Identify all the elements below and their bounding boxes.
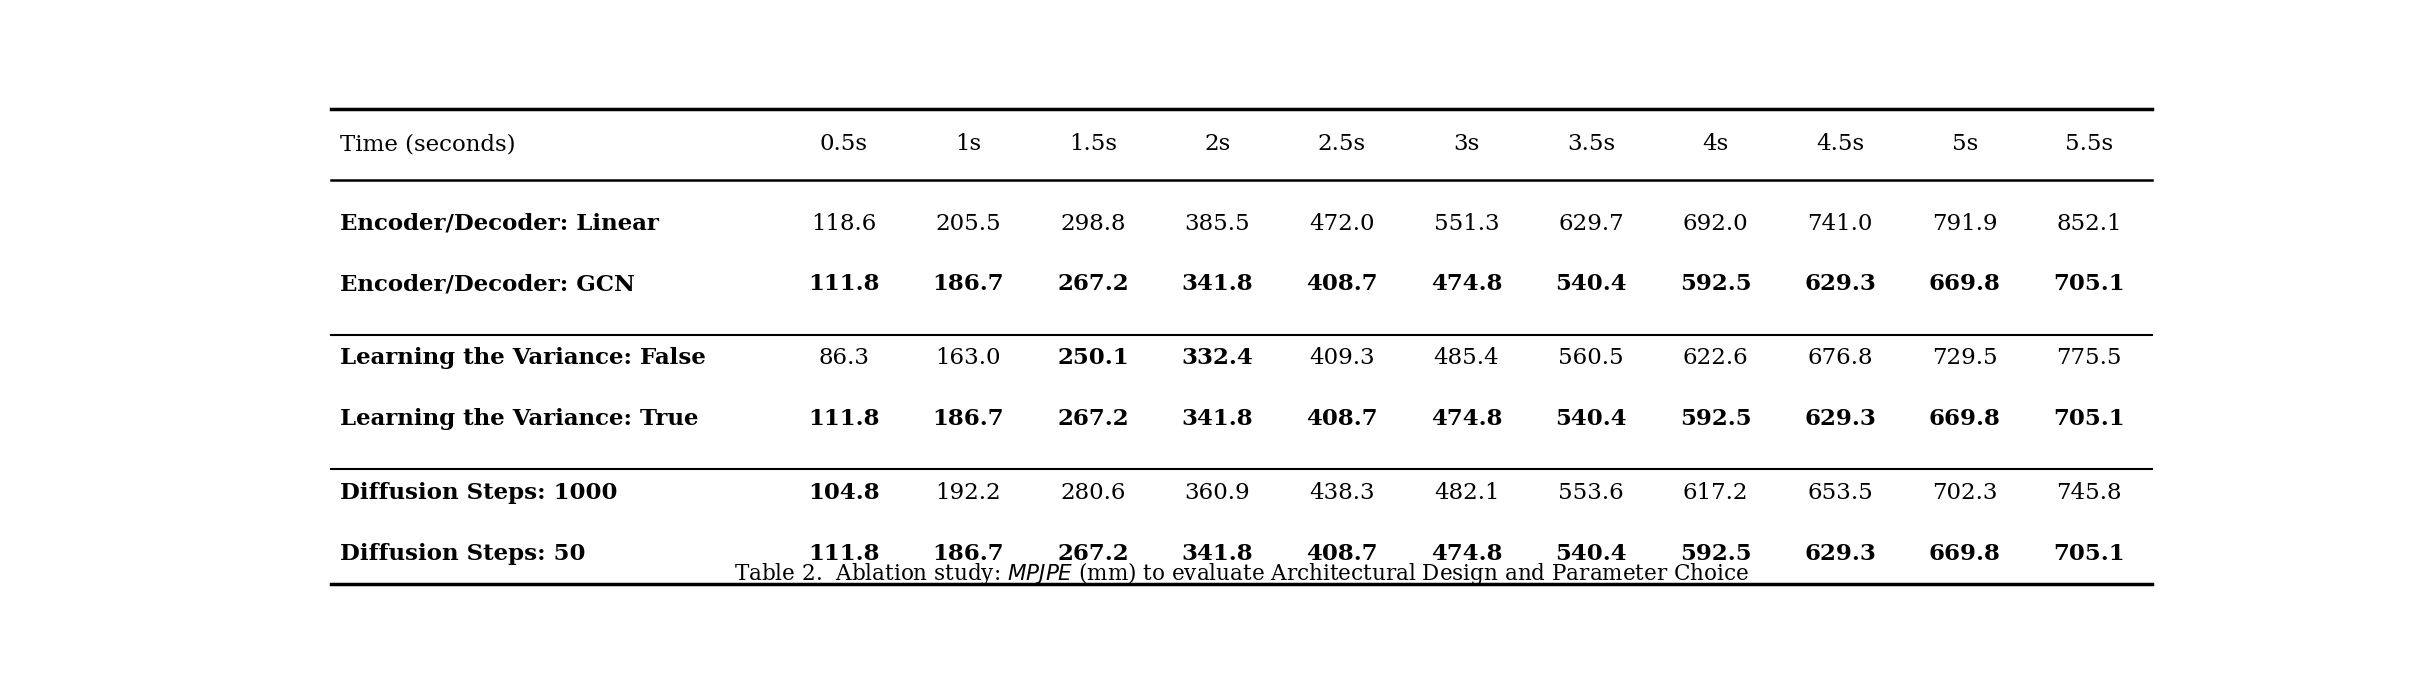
Text: 705.1: 705.1: [2054, 543, 2124, 565]
Text: 111.8: 111.8: [809, 543, 879, 565]
Text: 592.5: 592.5: [1681, 408, 1751, 430]
Text: 474.8: 474.8: [1431, 543, 1502, 565]
Text: 702.3: 702.3: [1933, 482, 1998, 504]
Text: 729.5: 729.5: [1933, 347, 1998, 369]
Text: Learning the Variance: True: Learning the Variance: True: [339, 408, 700, 430]
Text: 3s: 3s: [1453, 133, 1480, 156]
Text: 111.8: 111.8: [809, 273, 879, 296]
Text: 592.5: 592.5: [1681, 543, 1751, 565]
Text: 482.1: 482.1: [1434, 482, 1499, 504]
Text: 676.8: 676.8: [1807, 347, 1872, 369]
Text: 438.3: 438.3: [1310, 482, 1376, 504]
Text: 705.1: 705.1: [2054, 273, 2124, 296]
Text: 104.8: 104.8: [809, 482, 879, 504]
Text: 540.4: 540.4: [1555, 408, 1628, 430]
Text: Encoder/Decoder: GCN: Encoder/Decoder: GCN: [339, 273, 635, 296]
Text: 669.8: 669.8: [1928, 543, 2001, 565]
Text: Diffusion Steps: 50: Diffusion Steps: 50: [339, 543, 586, 565]
Text: 4.5s: 4.5s: [1816, 133, 1865, 156]
Text: 186.7: 186.7: [932, 543, 1005, 565]
Text: 474.8: 474.8: [1431, 273, 1502, 296]
Text: 267.2: 267.2: [1056, 273, 1129, 296]
Text: 1s: 1s: [954, 133, 981, 156]
Text: 267.2: 267.2: [1056, 543, 1129, 565]
Text: 560.5: 560.5: [1557, 347, 1623, 369]
Text: 653.5: 653.5: [1807, 482, 1872, 504]
Text: 250.1: 250.1: [1056, 347, 1129, 369]
Text: 540.4: 540.4: [1555, 543, 1628, 565]
Text: 341.8: 341.8: [1182, 273, 1252, 296]
Text: 745.8: 745.8: [2056, 482, 2122, 504]
Text: Encoder/Decoder: Linear: Encoder/Decoder: Linear: [339, 213, 659, 235]
Text: 592.5: 592.5: [1681, 273, 1751, 296]
Text: 298.8: 298.8: [1061, 213, 1126, 235]
Text: 1.5s: 1.5s: [1068, 133, 1117, 156]
Text: 2s: 2s: [1204, 133, 1230, 156]
Text: 409.3: 409.3: [1310, 347, 1376, 369]
Text: 692.0: 692.0: [1683, 213, 1749, 235]
Text: Time (seconds): Time (seconds): [339, 133, 516, 156]
Text: 629.3: 629.3: [1804, 273, 1877, 296]
Text: 629.3: 629.3: [1804, 543, 1877, 565]
Text: 540.4: 540.4: [1555, 273, 1628, 296]
Text: 2.5s: 2.5s: [1318, 133, 1366, 156]
Text: 629.3: 629.3: [1804, 408, 1877, 430]
Text: 474.8: 474.8: [1431, 408, 1502, 430]
Text: Diffusion Steps: 1000: Diffusion Steps: 1000: [339, 482, 618, 504]
Text: 408.7: 408.7: [1305, 273, 1378, 296]
Text: 741.0: 741.0: [1807, 213, 1872, 235]
Text: 852.1: 852.1: [2056, 213, 2122, 235]
Text: 5s: 5s: [1952, 133, 1979, 156]
Text: 791.9: 791.9: [1933, 213, 1998, 235]
Text: 341.8: 341.8: [1182, 543, 1252, 565]
Text: 332.4: 332.4: [1182, 347, 1252, 369]
Text: 472.0: 472.0: [1310, 213, 1376, 235]
Text: Table 2.  Ablation study: $\mathit{MPJPE}$ (mm) to evaluate Architectural Design: Table 2. Ablation study: $\mathit{MPJPE}…: [734, 560, 1749, 587]
Text: 267.2: 267.2: [1056, 408, 1129, 430]
Text: 163.0: 163.0: [935, 347, 1000, 369]
Text: 5.5s: 5.5s: [2066, 133, 2114, 156]
Text: 118.6: 118.6: [811, 213, 877, 235]
Text: 408.7: 408.7: [1305, 408, 1378, 430]
Text: 705.1: 705.1: [2054, 408, 2124, 430]
Text: 551.3: 551.3: [1434, 213, 1499, 235]
Text: 385.5: 385.5: [1184, 213, 1250, 235]
Text: 622.6: 622.6: [1683, 347, 1749, 369]
Text: 669.8: 669.8: [1928, 408, 2001, 430]
Text: 669.8: 669.8: [1928, 273, 2001, 296]
Text: 3.5s: 3.5s: [1567, 133, 1615, 156]
Text: 86.3: 86.3: [819, 347, 869, 369]
Text: 775.5: 775.5: [2056, 347, 2122, 369]
Text: 192.2: 192.2: [935, 482, 1000, 504]
Text: 629.7: 629.7: [1557, 213, 1623, 235]
Text: 553.6: 553.6: [1557, 482, 1625, 504]
Text: 485.4: 485.4: [1434, 347, 1499, 369]
Text: 617.2: 617.2: [1683, 482, 1749, 504]
Text: 186.7: 186.7: [932, 408, 1005, 430]
Text: 341.8: 341.8: [1182, 408, 1252, 430]
Text: 408.7: 408.7: [1305, 543, 1378, 565]
Text: Learning the Variance: False: Learning the Variance: False: [339, 347, 707, 369]
Text: 186.7: 186.7: [932, 273, 1005, 296]
Text: 4s: 4s: [1703, 133, 1729, 156]
Text: 111.8: 111.8: [809, 408, 879, 430]
Text: 280.6: 280.6: [1061, 482, 1126, 504]
Text: 360.9: 360.9: [1184, 482, 1250, 504]
Text: 0.5s: 0.5s: [819, 133, 867, 156]
Text: 205.5: 205.5: [935, 213, 1000, 235]
